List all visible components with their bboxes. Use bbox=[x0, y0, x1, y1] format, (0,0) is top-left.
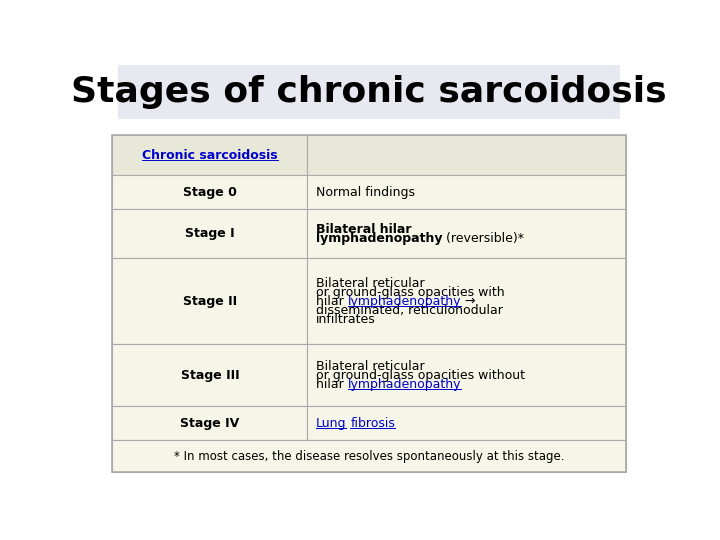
Text: →: → bbox=[461, 295, 475, 308]
Text: Stage IV: Stage IV bbox=[180, 417, 240, 430]
FancyBboxPatch shape bbox=[307, 136, 626, 175]
Text: Normal findings: Normal findings bbox=[316, 186, 415, 199]
FancyBboxPatch shape bbox=[112, 209, 307, 259]
FancyBboxPatch shape bbox=[118, 65, 620, 119]
Text: lymphadenopathy: lymphadenopathy bbox=[348, 378, 461, 391]
Text: Stage 0: Stage 0 bbox=[183, 186, 237, 199]
Text: * In most cases, the disease resolves spontaneously at this stage.: * In most cases, the disease resolves sp… bbox=[174, 450, 564, 463]
FancyBboxPatch shape bbox=[112, 440, 626, 472]
Text: Bilateral reticular: Bilateral reticular bbox=[316, 276, 424, 289]
Text: lymphadenopathy: lymphadenopathy bbox=[348, 295, 461, 308]
Text: Lung: Lung bbox=[316, 417, 346, 430]
FancyBboxPatch shape bbox=[307, 345, 626, 406]
Text: hilar: hilar bbox=[316, 295, 348, 308]
Text: Stage III: Stage III bbox=[181, 369, 239, 382]
Text: (reversible)*: (reversible)* bbox=[442, 232, 524, 245]
Text: fibrosis: fibrosis bbox=[350, 417, 395, 430]
FancyBboxPatch shape bbox=[112, 259, 307, 345]
FancyBboxPatch shape bbox=[112, 345, 307, 406]
FancyBboxPatch shape bbox=[307, 406, 626, 440]
FancyBboxPatch shape bbox=[112, 406, 307, 440]
Text: hilar: hilar bbox=[316, 378, 348, 391]
Text: Stage II: Stage II bbox=[183, 295, 237, 308]
Text: lymphadenopathy: lymphadenopathy bbox=[316, 232, 442, 245]
FancyBboxPatch shape bbox=[307, 259, 626, 345]
Text: or ground-glass opacities with: or ground-glass opacities with bbox=[316, 286, 505, 299]
Text: disseminated, reticulonodular: disseminated, reticulonodular bbox=[316, 304, 503, 317]
Text: Bilateral hilar: Bilateral hilar bbox=[316, 222, 411, 236]
Text: Stages of chronic sarcoidosis: Stages of chronic sarcoidosis bbox=[71, 75, 667, 109]
Text: Bilateral reticular: Bilateral reticular bbox=[316, 360, 424, 373]
FancyBboxPatch shape bbox=[307, 209, 626, 259]
Text: Chronic sarcoidosis: Chronic sarcoidosis bbox=[142, 148, 278, 161]
Text: or ground-glass opacities without: or ground-glass opacities without bbox=[316, 369, 525, 382]
Text: infiltrates: infiltrates bbox=[316, 313, 376, 326]
FancyBboxPatch shape bbox=[307, 175, 626, 209]
FancyBboxPatch shape bbox=[112, 136, 307, 175]
Text: Stage I: Stage I bbox=[185, 227, 235, 240]
FancyBboxPatch shape bbox=[112, 175, 307, 209]
